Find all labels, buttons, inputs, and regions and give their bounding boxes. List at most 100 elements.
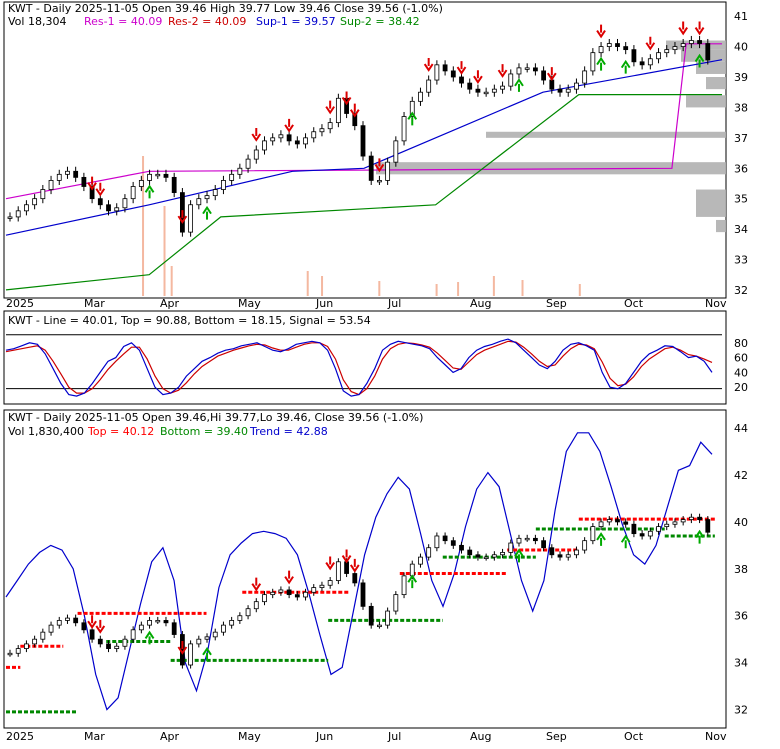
price-candle-62 [516, 67, 522, 75]
trend-y-tick-5: 42 [734, 469, 748, 482]
price-volume-bar-9 [521, 280, 524, 296]
price-volume-bar-7 [457, 282, 460, 296]
trend-x-tick-6: Aug [470, 730, 491, 743]
trend-buy-arrow-3 [514, 548, 524, 563]
price-y-tick-3: 35 [734, 193, 748, 206]
trend-candle-59 [491, 554, 497, 558]
trend-candle-68 [565, 554, 571, 558]
trend-candle-44 [368, 605, 374, 626]
price-x-tick-7: Sep [546, 297, 567, 310]
price-candle-15 [130, 186, 136, 200]
trend-candle-8 [73, 617, 79, 624]
trend-candle-63 [524, 537, 530, 541]
trend-candle-47 [393, 594, 399, 612]
trend-candle-15 [130, 629, 136, 640]
price-candle-20 [171, 176, 177, 193]
price-sell-arrow-16 [678, 21, 688, 36]
trend-candle-0 [7, 652, 13, 656]
price-sell-arrow-8 [374, 158, 385, 173]
trend-candle-20 [171, 622, 177, 635]
trend-candle-7 [65, 617, 70, 621]
trend-candle-64 [532, 537, 538, 542]
price-sell-arrow-4 [284, 118, 294, 133]
price-candle-22 [188, 204, 194, 233]
price-candle-32 [270, 137, 276, 142]
price-buy-arrow-0 [144, 184, 155, 199]
trend-candle-67 [557, 554, 563, 558]
trend-sell-arrow-6 [341, 549, 352, 564]
price-candle-18 [155, 173, 161, 177]
price-volume-profile-3 [706, 77, 726, 90]
price-candle-83 [688, 40, 694, 44]
trend-candle-54 [450, 540, 456, 546]
trend-candle-13 [114, 645, 120, 649]
price-sell-arrow-2 [177, 210, 188, 224]
price-candle-0 [7, 216, 13, 219]
trend-candle-31 [262, 594, 267, 603]
trend-x-tick-9: Nov [705, 730, 727, 743]
trend-candle-77 [639, 533, 645, 537]
price-volume-bar-4 [321, 276, 324, 296]
price-candle-37 [311, 131, 317, 139]
trend-header-top: Top = 40.12 [87, 425, 154, 438]
trend-candle-50 [418, 556, 423, 565]
trend-sell-arrow-4 [284, 570, 294, 585]
stoch-header-title: KWT - Line = 40.01, Top = 90.88, Bottom … [8, 314, 371, 327]
price-candle-82 [680, 43, 686, 47]
price-sell-arrow-12 [497, 64, 508, 78]
price-candle-55 [459, 76, 464, 84]
price-y-tick-0: 32 [734, 284, 748, 297]
price-candle-79 [656, 52, 661, 60]
trend-candle-42 [352, 573, 358, 584]
price-header-sup2: Sup-2 = 38.42 [340, 15, 420, 28]
trend-candle-75 [623, 521, 629, 525]
price-sell-arrow-1 [95, 182, 106, 197]
trend-candle-83 [688, 516, 694, 520]
trend-candle-80 [664, 523, 670, 528]
price-candle-7 [65, 170, 70, 175]
price-header-vol: Vol 18,304 [8, 15, 66, 28]
price-candle-11 [97, 198, 103, 206]
stoch-y-tick-3: 80 [734, 337, 748, 350]
price-candle-60 [500, 85, 505, 90]
price-volume-profile-6 [376, 162, 726, 175]
trend-candle-14 [122, 638, 128, 647]
price-candle-29 [245, 158, 251, 169]
trend-line [5, 432, 713, 711]
trend-y-tick-0: 32 [734, 704, 748, 717]
price-candle-44 [368, 155, 374, 181]
price-candle-5 [48, 180, 54, 190]
price-candle-42 [352, 113, 358, 127]
trend-candle-28 [237, 615, 243, 621]
trend-candle-82 [680, 519, 686, 523]
price-volume-bar-0 [142, 156, 145, 296]
trend-candle-58 [483, 556, 489, 559]
price-sell-arrow-0 [87, 176, 97, 191]
trend-candle-17 [147, 620, 152, 626]
trend-candle-33 [278, 589, 284, 593]
trend-candle-62 [516, 537, 522, 544]
price-sell-arrow-17 [694, 21, 705, 36]
price-candle-51 [426, 79, 432, 93]
price-volume-profile-8 [716, 219, 726, 233]
price-volume-bar-5 [378, 281, 381, 296]
price-volume-profile-2 [696, 61, 726, 74]
trend-candle-38 [319, 584, 325, 588]
price-y-tick-9: 41 [734, 10, 748, 23]
price-candle-31 [262, 140, 267, 151]
trend-header-title: KWT - Daily 2025-11-05 Open 39.46,Hi 39.… [8, 411, 423, 424]
trend-candle-25 [212, 631, 218, 638]
trend-candle-79 [656, 526, 661, 532]
price-sell-arrow-13 [546, 67, 557, 81]
price-candle-25 [212, 189, 218, 197]
price-candle-10 [89, 186, 95, 200]
price-candle-40 [335, 97, 341, 124]
price-volume-profile-5 [486, 131, 726, 138]
trend-candle-71 [590, 526, 596, 542]
price-x-tick-1: Mar [84, 297, 105, 310]
price-candle-56 [467, 82, 473, 90]
trend-candle-84 [697, 516, 702, 520]
price-buy-arrow-1 [202, 205, 212, 220]
